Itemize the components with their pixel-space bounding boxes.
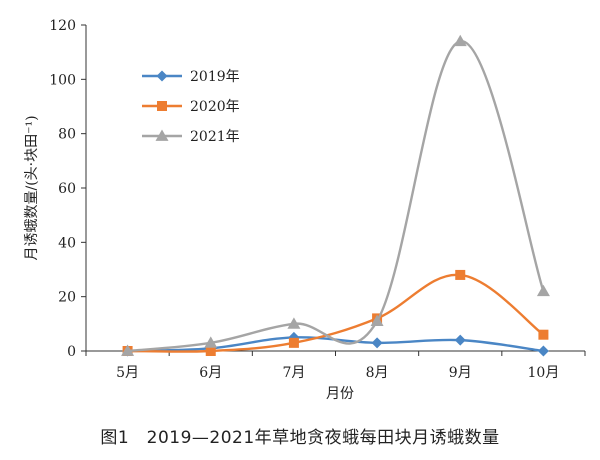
series-layer <box>121 34 550 357</box>
data-point <box>370 314 384 326</box>
x-tick-label: 9月 <box>449 365 472 381</box>
data-point <box>454 334 466 346</box>
y-tick-label: 100 <box>49 72 76 88</box>
axes: 0 20 40 60 80 100 120 5月 6月 7月 8月 9月 10月 <box>49 18 586 381</box>
data-point <box>371 337 383 349</box>
data-point <box>455 269 466 280</box>
x-tick-label: 7月 <box>282 365 305 381</box>
data-point <box>453 34 467 47</box>
x-tick-label: 6月 <box>199 365 222 381</box>
y-tick-label: 80 <box>58 127 76 143</box>
x-tick-label: 10月 <box>528 365 560 381</box>
y-tick-label: 40 <box>58 235 76 251</box>
y-tick-label: 120 <box>49 18 76 34</box>
data-point <box>288 337 299 348</box>
y-tick-label: 0 <box>67 344 76 360</box>
x-axis-title: 月份 <box>326 386 354 402</box>
data-point <box>287 317 301 329</box>
x-tick-label: 5月 <box>116 365 139 381</box>
legend-label: 2021年 <box>190 129 240 145</box>
legend-label: 2019年 <box>190 69 240 85</box>
y-tick-label: 60 <box>58 181 76 197</box>
x-tick-label: 8月 <box>366 365 389 381</box>
legend-item: 2020年 <box>142 99 240 115</box>
data-point <box>204 336 218 348</box>
figure-caption: 图1 2019—2021年草地贪夜蛾每田块月诱蛾数量 <box>100 428 500 448</box>
data-point <box>205 346 216 356</box>
legend-marker <box>155 129 169 141</box>
data-point <box>538 329 549 340</box>
y-tick-label: 20 <box>58 290 76 306</box>
series-line <box>127 40 545 353</box>
series-line <box>127 273 545 353</box>
data-point <box>121 344 135 356</box>
series-2021年 <box>121 34 550 356</box>
y-axis-title: 月诱蛾数量/(头·块田⁻¹) <box>24 115 40 260</box>
legend: 2019年 2020年 2021年 <box>142 69 240 145</box>
legend-item: 2019年 <box>142 69 240 85</box>
legend-item: 2021年 <box>142 129 240 145</box>
legend-label: 2020年 <box>190 99 240 115</box>
legend-marker <box>157 101 167 111</box>
legend-marker <box>156 70 168 82</box>
data-point <box>536 284 550 297</box>
data-point <box>537 345 549 357</box>
